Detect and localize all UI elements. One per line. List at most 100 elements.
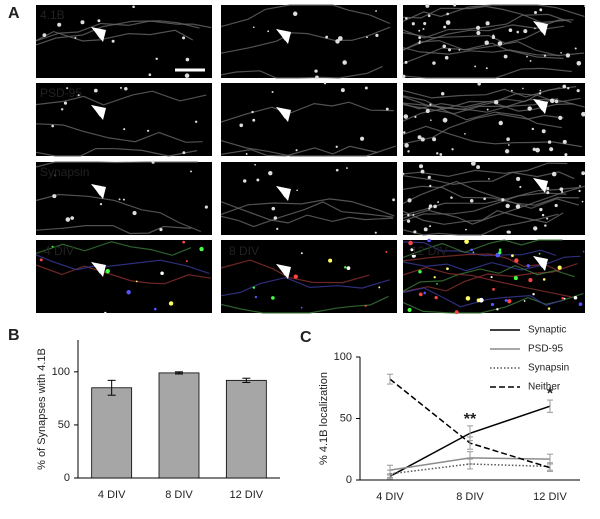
punctum [442, 44, 447, 49]
punctum [472, 251, 475, 254]
punctum [296, 189, 298, 192]
punctum [335, 168, 339, 172]
punctum [385, 250, 388, 253]
punctum [432, 61, 436, 65]
legend-label: Synapsin [528, 363, 569, 374]
punctum [323, 82, 327, 85]
punctum [453, 3, 457, 7]
punctum [168, 301, 174, 306]
micrograph [403, 240, 585, 313]
punctum [254, 295, 258, 299]
punctum [119, 86, 122, 89]
x-tick-label: 4 DIV [376, 491, 404, 503]
punctum [408, 240, 413, 246]
punctum [256, 178, 260, 182]
arrowhead [91, 105, 106, 120]
punctum [436, 283, 438, 285]
chart-c: C 0 50 100 4 DIV 8 DIV 12 DIV % 4.1B localizati… [300, 325, 580, 503]
punctum [450, 196, 453, 199]
punctum [533, 226, 538, 231]
punctum [507, 299, 512, 304]
arrowhead [533, 21, 548, 36]
punctum [539, 89, 542, 92]
punctum [476, 30, 481, 36]
significance: ** [464, 411, 477, 428]
punctum [39, 258, 43, 262]
arrowhead [91, 262, 106, 277]
punctum [243, 179, 247, 183]
punctum [554, 99, 559, 104]
punctum [245, 153, 248, 155]
punctum [546, 186, 550, 191]
punctum [423, 21, 427, 26]
punctum [385, 107, 389, 111]
punctum [464, 132, 466, 135]
neurite [402, 255, 581, 272]
neurite [402, 5, 566, 24]
punctum [433, 276, 436, 279]
punctum [516, 176, 521, 182]
punctum [417, 135, 422, 140]
neurite [402, 13, 572, 39]
punctum [507, 144, 510, 146]
neurite [35, 123, 203, 143]
neurite [220, 276, 390, 297]
arrowhead [276, 186, 291, 201]
punctum [516, 30, 520, 34]
punctum [335, 39, 340, 44]
punctum [418, 41, 421, 45]
neurite [402, 41, 560, 65]
punctum [523, 300, 526, 302]
punctum [562, 139, 567, 144]
punctum [63, 101, 68, 105]
punctum [529, 59, 532, 62]
punctum [515, 204, 521, 209]
punctum [476, 165, 481, 170]
punctum [148, 73, 152, 77]
punctum [122, 198, 125, 201]
punctum [418, 270, 422, 274]
neurite [402, 113, 564, 145]
punctum [118, 198, 121, 201]
neurite [402, 266, 572, 298]
legend-label: Neither [528, 382, 561, 393]
punctum [510, 89, 513, 92]
punctum [551, 171, 557, 177]
punctum [477, 82, 481, 86]
neurite [402, 39, 564, 59]
punctum [364, 86, 368, 90]
punctum [488, 178, 490, 180]
punctum [429, 225, 432, 228]
punctum [268, 170, 273, 176]
punctum [470, 161, 476, 166]
punctum [51, 245, 54, 248]
neurite [402, 19, 574, 51]
punctum [414, 115, 417, 119]
punctum [418, 164, 424, 169]
punctum [403, 131, 406, 134]
x-tick-label: 12 DIV [533, 491, 567, 503]
neurite [402, 253, 561, 273]
punctum [443, 25, 447, 29]
neurite [402, 4, 585, 22]
micrograph [403, 83, 585, 156]
punctum [428, 204, 433, 208]
micrograph [36, 5, 212, 78]
punctum [432, 137, 437, 142]
punctum [184, 73, 190, 78]
punctum [451, 148, 454, 151]
punctum [429, 103, 432, 106]
punctum [465, 296, 471, 301]
punctum [427, 175, 431, 179]
punctum [559, 187, 564, 192]
punctum [546, 191, 550, 195]
y-axis-label: % of Synapses with 4.1B [36, 348, 48, 470]
punctum [485, 67, 488, 70]
punctum [437, 201, 440, 203]
punctum [478, 297, 484, 303]
neurite [35, 264, 211, 285]
punctum [576, 89, 580, 93]
punctum [528, 278, 533, 283]
channel-label: 4.1B [40, 8, 65, 22]
punctum [194, 120, 198, 123]
